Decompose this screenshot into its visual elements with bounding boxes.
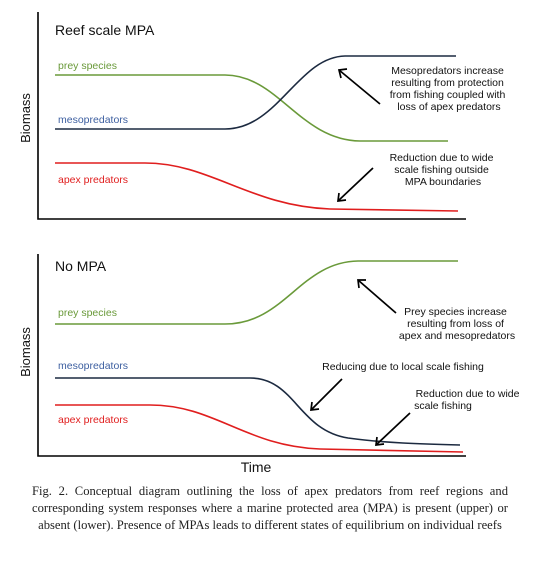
annotation-line: Reducing due to local scale fishing (322, 361, 484, 373)
lower-y-axis-label: Biomass (18, 327, 33, 377)
annotation-line: Reduction due to wide (390, 152, 494, 164)
annotation-line: scale fishing outside (394, 164, 489, 176)
upper-annotation-apex: Reduction due to wide scale fishing outs… (337, 152, 497, 202)
lower-mesopredator-label: mesopredators (58, 360, 128, 372)
annotation-line: resulting from loss of (407, 318, 504, 330)
lower-apex-label: apex predators (58, 414, 128, 426)
x-axis-label: Time (241, 459, 272, 475)
annotation-line: scale fishing (414, 400, 472, 412)
annotation-line: from fishing coupled with (390, 89, 506, 101)
lower-prey-curve (55, 260, 458, 325)
lower-axes (37, 254, 466, 457)
panel-no-mpa: No MPA Biomass Time prey species mesopre… (18, 254, 522, 475)
lower-annotation-mesopredators: Reducing due to local scale fishing (310, 361, 484, 411)
arrow-icon (337, 68, 381, 105)
svg-text:Prey species increase: Prey species increase resulting from los… (399, 306, 515, 342)
arrow-icon (357, 279, 397, 314)
upper-prey-curve (55, 74, 448, 142)
annotation-line: MPA boundaries (405, 176, 481, 188)
lower-annotation-apex: Reduction due to wide scale fishing (375, 388, 522, 446)
upper-prey-label: prey species (58, 60, 117, 72)
svg-text:Reduction due to wide: Reduction due to wide scale fishing outs… (390, 152, 497, 188)
upper-mesopredator-curve (55, 55, 456, 130)
svg-text:Reducing due to local scale fi: Reducing due to local scale fishing (322, 361, 484, 373)
arrow-icon (310, 378, 343, 411)
arrow-icon (337, 167, 374, 202)
annotation-line: resulting from protection (391, 77, 504, 89)
annotation-line: Prey species increase (404, 306, 507, 318)
upper-apex-label: apex predators (58, 174, 128, 186)
figure-caption: Fig. 2. Conceptual diagram outlining the… (32, 484, 508, 532)
lower-mesopredator-curve (55, 377, 461, 446)
upper-panel-title: Reef scale MPA (55, 22, 155, 38)
annotation-line: Reduction due to wide (416, 388, 520, 400)
upper-apex-curve (55, 162, 459, 212)
annotation-line: apex and mesopredators (399, 330, 515, 342)
upper-mesopredator-label: mesopredators (58, 114, 128, 126)
svg-text:Reduction due to wide: Reduction due to wide scale fishing (414, 388, 522, 412)
annotation-line: Mesopredators increase (391, 65, 504, 77)
annotation-line: loss of apex predators (397, 101, 500, 113)
conceptual-diagram: Reef scale MPA Biomass prey species meso… (18, 12, 522, 475)
panel-reef-scale-mpa: Reef scale MPA Biomass prey species meso… (18, 12, 508, 220)
lower-apex-curve (55, 404, 464, 453)
lower-prey-label: prey species (58, 307, 117, 319)
arrow-icon (375, 412, 411, 446)
upper-axes (37, 12, 466, 220)
lower-annotation-prey: Prey species increase resulting from los… (357, 279, 515, 342)
upper-y-axis-label: Biomass (18, 93, 33, 143)
svg-text:Mesopredators increase: Mesopredators increase resulting from pr… (390, 65, 508, 113)
lower-panel-title: No MPA (55, 258, 107, 274)
upper-annotation-mesopredators: Mesopredators increase resulting from pr… (337, 65, 508, 113)
